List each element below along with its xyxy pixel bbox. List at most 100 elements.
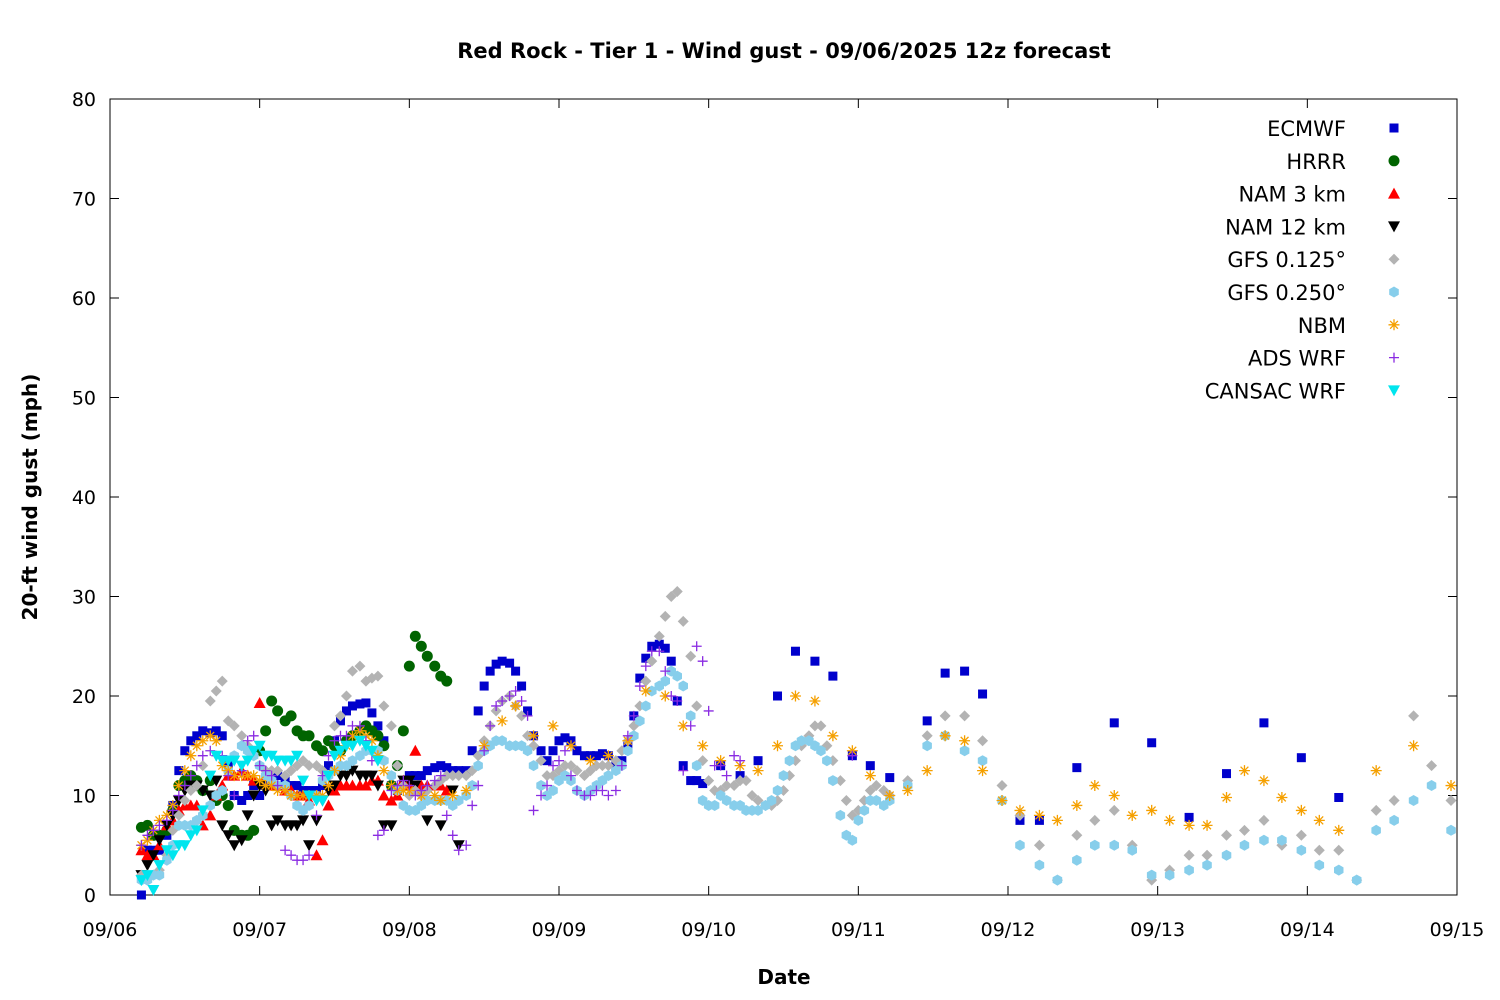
data-point bbox=[641, 653, 651, 663]
data-point bbox=[623, 745, 633, 757]
data-point bbox=[316, 834, 329, 846]
data-point bbox=[141, 870, 154, 882]
data-point bbox=[616, 760, 627, 771]
data-point bbox=[371, 755, 384, 767]
data-point bbox=[185, 770, 196, 781]
data-point bbox=[1445, 780, 1457, 792]
data-point bbox=[528, 730, 540, 742]
data-point bbox=[311, 810, 322, 821]
data-point bbox=[977, 755, 988, 767]
data-point bbox=[571, 785, 582, 796]
data-point bbox=[491, 700, 502, 711]
data-point bbox=[870, 780, 882, 792]
data-point bbox=[160, 845, 173, 857]
data-point bbox=[153, 835, 166, 847]
data-point bbox=[243, 791, 253, 800]
x-tick-label: 09/13 bbox=[1130, 919, 1185, 941]
data-point bbox=[753, 756, 763, 766]
data-point bbox=[154, 820, 165, 831]
data-point bbox=[622, 730, 633, 741]
data-point bbox=[435, 770, 446, 781]
data-point bbox=[548, 760, 559, 771]
data-point bbox=[1334, 864, 1344, 876]
data-point bbox=[1408, 710, 1420, 722]
data-point bbox=[254, 775, 266, 787]
data-point bbox=[1089, 814, 1101, 826]
data-point bbox=[703, 705, 714, 716]
data-point bbox=[272, 765, 284, 777]
data-point bbox=[334, 710, 346, 722]
data-point bbox=[371, 780, 384, 792]
data-point bbox=[447, 770, 459, 782]
data-point bbox=[210, 775, 223, 787]
data-point bbox=[522, 710, 533, 721]
data-point bbox=[373, 721, 383, 731]
data-point bbox=[422, 795, 433, 806]
data-point bbox=[398, 775, 409, 786]
data-point bbox=[778, 770, 789, 782]
data-point bbox=[660, 666, 671, 677]
data-point bbox=[473, 760, 483, 772]
data-point bbox=[871, 795, 882, 806]
y-axis-label: 20-ft wind gust (mph) bbox=[18, 374, 42, 621]
data-point bbox=[467, 780, 477, 791]
data-point bbox=[828, 671, 838, 681]
data-point bbox=[554, 755, 564, 766]
data-point bbox=[205, 800, 215, 811]
x-tick-label: 09/11 bbox=[831, 919, 886, 941]
y-tick-label: 0 bbox=[84, 885, 96, 907]
data-point bbox=[253, 740, 266, 752]
legend-label: NAM 12 km bbox=[1225, 215, 1346, 239]
data-point bbox=[229, 790, 240, 801]
data-point bbox=[285, 710, 297, 722]
data-point bbox=[429, 775, 440, 786]
data-point bbox=[1370, 804, 1382, 816]
data-point bbox=[784, 755, 795, 767]
data-point bbox=[1333, 844, 1345, 856]
data-point bbox=[1052, 874, 1063, 886]
data-point bbox=[1202, 859, 1212, 871]
data-point bbox=[528, 760, 539, 772]
data-point bbox=[865, 761, 875, 771]
data-point bbox=[223, 770, 234, 781]
data-point bbox=[154, 869, 165, 881]
data-point bbox=[323, 780, 335, 792]
data-point bbox=[835, 809, 846, 821]
axis-ticks: 0 10 20 30 40 50 60 70 80 09/06 09/07 09/08 09/09 09/… bbox=[72, 89, 1485, 941]
data-point bbox=[392, 780, 403, 791]
data-point bbox=[404, 780, 415, 791]
data-point bbox=[1127, 844, 1137, 856]
data-point bbox=[654, 639, 664, 649]
data-point bbox=[372, 730, 384, 742]
data-point bbox=[548, 746, 558, 756]
data-point bbox=[191, 760, 202, 771]
data-point bbox=[1184, 812, 1194, 822]
data-point bbox=[416, 771, 426, 781]
data-point bbox=[596, 760, 608, 772]
data-point bbox=[378, 765, 390, 777]
data-point bbox=[571, 765, 583, 777]
data-point bbox=[266, 770, 277, 781]
data-point bbox=[653, 630, 665, 642]
data-point bbox=[236, 730, 248, 742]
data-point bbox=[1201, 819, 1213, 831]
y-tick-label: 80 bbox=[72, 89, 96, 111]
legend-label: GFS 0.250° bbox=[1227, 281, 1346, 305]
data-point bbox=[672, 670, 682, 682]
data-point bbox=[359, 779, 372, 791]
data-point bbox=[347, 755, 358, 767]
data-point bbox=[1295, 829, 1307, 841]
data-point bbox=[248, 770, 260, 782]
data-point bbox=[204, 695, 216, 707]
data-point bbox=[441, 675, 453, 687]
data-point bbox=[536, 746, 546, 756]
x-tick-label: 09/14 bbox=[1280, 919, 1335, 941]
data-point bbox=[260, 765, 271, 776]
data-point bbox=[447, 790, 459, 801]
data-point bbox=[660, 643, 670, 653]
data-point bbox=[554, 736, 564, 746]
data-point bbox=[559, 760, 571, 772]
data-point bbox=[291, 790, 303, 801]
data-point bbox=[565, 740, 577, 752]
data-point bbox=[634, 681, 645, 692]
